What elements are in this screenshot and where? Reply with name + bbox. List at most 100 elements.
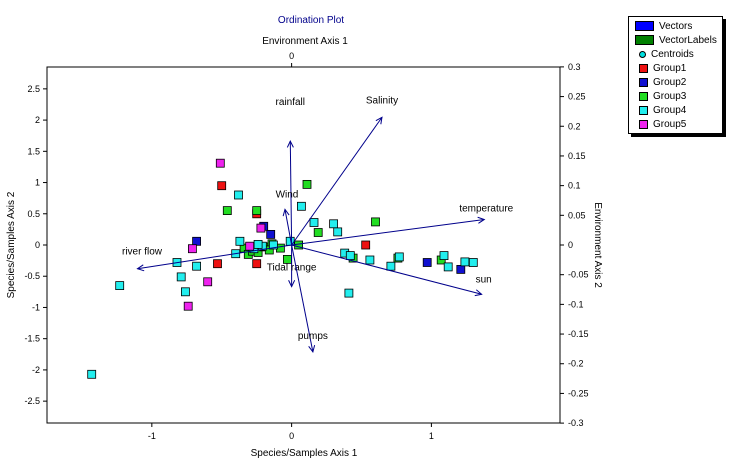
vector-temperature bbox=[291, 218, 485, 246]
group4-point bbox=[192, 261, 202, 271]
vector-arrowhead-river-flow bbox=[136, 264, 145, 272]
axis-ticks: -1 0 1 2.5 2 1.5 1 0.5 0 -0.5 -1 -1.5 -2 -2.5 0 0.3 0.25… bbox=[24, 51, 588, 441]
y-tick-label: 2.5 bbox=[27, 84, 40, 94]
group3-point bbox=[222, 206, 232, 216]
group2-point bbox=[456, 264, 466, 274]
vector-pumps bbox=[291, 244, 314, 352]
vector-wind bbox=[284, 209, 293, 246]
right-tick-label: -0.25 bbox=[568, 388, 589, 398]
legend-item-vectors: Vectors bbox=[635, 20, 692, 33]
legend-label-vectorlabels: VectorLabels bbox=[659, 35, 717, 46]
legend-swatch-centroids bbox=[639, 50, 646, 58]
vector-sun bbox=[291, 244, 482, 295]
legend-label-group5: Group5 bbox=[653, 119, 687, 130]
right-axis-label: Environment Axis 2 bbox=[592, 202, 603, 288]
vector-label-tidal-range: Tidal range bbox=[267, 263, 317, 274]
group4-point bbox=[180, 287, 190, 297]
x-axis-label: Species/Samples Axis 1 bbox=[251, 448, 358, 459]
group4-point bbox=[268, 240, 278, 250]
vector-label-pumps: pumps bbox=[298, 331, 328, 342]
vector-arrowhead-temperature bbox=[477, 216, 486, 224]
y-tick-label: 1.5 bbox=[27, 146, 40, 156]
group4-point bbox=[329, 219, 339, 229]
right-tick-label: -0.2 bbox=[568, 359, 584, 369]
legend: Vectors VectorLabels Centroids Group1 Gr… bbox=[628, 16, 723, 134]
vector-arrowhead-rainfall bbox=[286, 139, 294, 148]
legend-item-group4: Group4 bbox=[639, 104, 686, 117]
group4-point bbox=[235, 236, 245, 246]
right-tick-label: -0.15 bbox=[568, 329, 589, 339]
vector-arrowhead-sun bbox=[474, 289, 483, 297]
group3-point bbox=[371, 217, 380, 227]
y-tick-label: 0 bbox=[35, 240, 40, 250]
y-tick-label: -1 bbox=[32, 302, 40, 312]
group3-point bbox=[252, 206, 262, 216]
vector-label-salinity: Salinity bbox=[366, 95, 398, 106]
legend-swatch-group2 bbox=[639, 77, 648, 87]
right-tick-label: 0 bbox=[568, 240, 573, 250]
group4-point bbox=[176, 272, 186, 282]
y-axis-label: Species/Samples Axis 2 bbox=[6, 191, 17, 298]
y-tick-label: -1.5 bbox=[24, 334, 40, 344]
group4-point bbox=[439, 251, 449, 261]
vector-river-flow bbox=[137, 244, 292, 270]
legend-item-centroids: Centroids bbox=[639, 48, 694, 61]
right-tick-label: 0.05 bbox=[568, 210, 586, 220]
group1-point bbox=[213, 259, 222, 269]
right-tick-label: -0.1 bbox=[568, 299, 584, 309]
legend-item-group3: Group3 bbox=[639, 90, 686, 103]
group4-point bbox=[253, 239, 263, 249]
legend-label-group1: Group1 bbox=[653, 63, 687, 74]
right-tick-label: 0.15 bbox=[568, 151, 586, 161]
vector-arrowhead-tidal-range bbox=[288, 280, 296, 288]
top-tick-label: 0 bbox=[289, 51, 294, 61]
vector-arrowhead-salinity bbox=[375, 116, 383, 125]
legend-swatch-vectorlabels bbox=[635, 35, 654, 46]
legend-swatch-group4 bbox=[639, 105, 648, 115]
right-tick-label: -0.3 bbox=[568, 418, 584, 428]
vector-rainfall bbox=[289, 141, 293, 246]
group2-point bbox=[266, 229, 276, 239]
group5-point bbox=[256, 223, 266, 233]
legend-label-centroids: Centroids bbox=[651, 49, 694, 60]
group4-point bbox=[443, 262, 453, 272]
group4-point bbox=[87, 369, 97, 379]
group3-point bbox=[302, 179, 312, 189]
right-tick-label: 0.2 bbox=[568, 121, 581, 131]
group4-point bbox=[296, 201, 306, 211]
legend-swatch-group1 bbox=[639, 63, 648, 73]
vector-arrowhead-pumps bbox=[308, 344, 316, 353]
vector-label-wind: Wind bbox=[276, 189, 299, 200]
group2-point bbox=[422, 258, 432, 267]
right-tick-label: 0.25 bbox=[568, 92, 586, 102]
legend-label-vectors: Vectors bbox=[659, 21, 693, 32]
group5-point bbox=[203, 277, 213, 287]
right-tick-label: 0.1 bbox=[568, 181, 581, 191]
legend-item-group5: Group5 bbox=[639, 118, 686, 131]
group4-point bbox=[309, 218, 319, 227]
legend-label-group4: Group4 bbox=[653, 105, 687, 116]
y-tick-label: 1 bbox=[35, 178, 40, 188]
group1-point bbox=[252, 259, 262, 269]
vector-label-rainfall: rainfall bbox=[276, 97, 305, 108]
vector-label-sun: sun bbox=[476, 274, 492, 285]
y-tick-label: -2.5 bbox=[24, 396, 40, 406]
group4-point bbox=[115, 281, 125, 291]
group1-point bbox=[217, 181, 227, 191]
y-tick-label: -0.5 bbox=[24, 271, 40, 281]
group5-point bbox=[183, 301, 193, 311]
legend-label-group3: Group3 bbox=[653, 91, 687, 102]
x-tick-label: 1 bbox=[429, 431, 434, 441]
group2-point bbox=[192, 236, 202, 246]
group4-point bbox=[333, 227, 343, 237]
group5-point bbox=[245, 241, 255, 251]
environment-vectors: Salinity rainfall temperature Wind river flo… bbox=[122, 95, 514, 353]
legend-item-group1: Group1 bbox=[639, 62, 686, 75]
legend-swatch-group5 bbox=[639, 119, 648, 129]
x-tick-label: -1 bbox=[148, 431, 156, 441]
plot-frame bbox=[46, 66, 561, 424]
group4-point bbox=[468, 258, 478, 267]
group4-point bbox=[394, 252, 404, 262]
group4-point bbox=[344, 288, 354, 298]
legend-item-group2: Group2 bbox=[639, 76, 686, 89]
